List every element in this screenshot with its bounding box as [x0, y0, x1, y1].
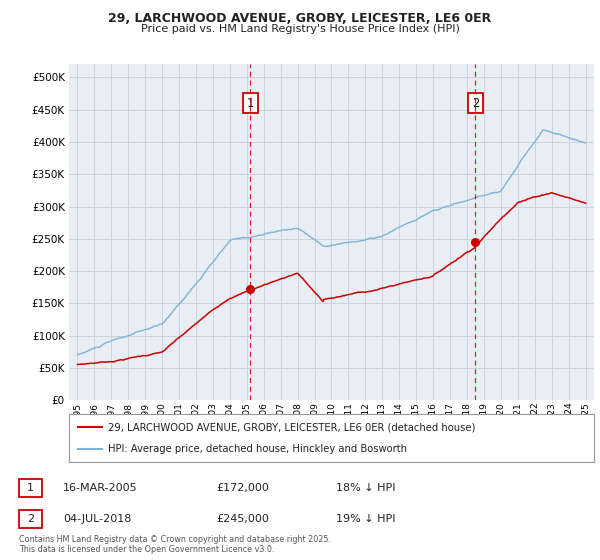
Text: 2: 2	[27, 514, 34, 524]
Text: 04-JUL-2018: 04-JUL-2018	[63, 514, 131, 524]
Text: 2: 2	[472, 97, 479, 110]
Text: 19% ↓ HPI: 19% ↓ HPI	[336, 514, 395, 524]
Text: 1: 1	[247, 97, 254, 110]
Text: Contains HM Land Registry data © Crown copyright and database right 2025.
This d: Contains HM Land Registry data © Crown c…	[19, 535, 331, 554]
Text: £172,000: £172,000	[216, 483, 269, 493]
Text: 16-MAR-2005: 16-MAR-2005	[63, 483, 137, 493]
Text: 29, LARCHWOOD AVENUE, GROBY, LEICESTER, LE6 0ER: 29, LARCHWOOD AVENUE, GROBY, LEICESTER, …	[109, 12, 491, 25]
Text: 18% ↓ HPI: 18% ↓ HPI	[336, 483, 395, 493]
Text: £245,000: £245,000	[216, 514, 269, 524]
Text: Price paid vs. HM Land Registry's House Price Index (HPI): Price paid vs. HM Land Registry's House …	[140, 24, 460, 34]
Text: HPI: Average price, detached house, Hinckley and Bosworth: HPI: Average price, detached house, Hinc…	[109, 444, 407, 454]
Text: 1: 1	[27, 483, 34, 493]
Text: 29, LARCHWOOD AVENUE, GROBY, LEICESTER, LE6 0ER (detached house): 29, LARCHWOOD AVENUE, GROBY, LEICESTER, …	[109, 422, 476, 432]
